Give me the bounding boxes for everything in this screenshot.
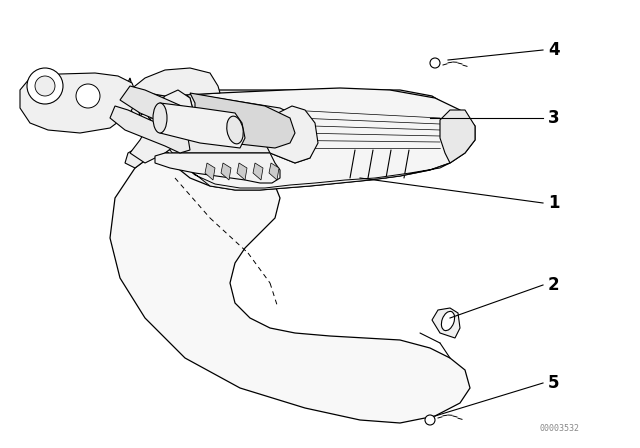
Ellipse shape (442, 311, 454, 331)
Polygon shape (185, 93, 295, 148)
Polygon shape (110, 106, 190, 153)
Circle shape (35, 76, 55, 96)
Polygon shape (130, 90, 195, 163)
Polygon shape (440, 110, 475, 163)
Polygon shape (130, 88, 475, 190)
Polygon shape (155, 153, 280, 183)
Polygon shape (165, 93, 315, 163)
Ellipse shape (227, 116, 243, 144)
Ellipse shape (153, 103, 167, 133)
Circle shape (76, 84, 100, 108)
Polygon shape (269, 163, 279, 180)
Polygon shape (130, 68, 220, 96)
Polygon shape (155, 103, 245, 148)
Text: 5: 5 (548, 374, 559, 392)
Text: 1: 1 (548, 194, 559, 212)
Text: 2: 2 (548, 276, 559, 294)
Polygon shape (221, 163, 231, 180)
Polygon shape (253, 163, 263, 180)
Polygon shape (110, 148, 470, 423)
Polygon shape (205, 163, 215, 180)
Text: 00003532: 00003532 (540, 424, 580, 433)
Polygon shape (125, 78, 460, 163)
Polygon shape (237, 163, 247, 180)
Polygon shape (125, 136, 200, 168)
Circle shape (425, 415, 435, 425)
Polygon shape (20, 73, 138, 133)
Polygon shape (120, 86, 210, 136)
Polygon shape (165, 150, 450, 190)
Polygon shape (432, 308, 460, 338)
Circle shape (27, 68, 63, 104)
Text: 4: 4 (548, 41, 559, 59)
Text: 3: 3 (548, 109, 559, 127)
Polygon shape (265, 106, 318, 163)
Circle shape (430, 58, 440, 68)
